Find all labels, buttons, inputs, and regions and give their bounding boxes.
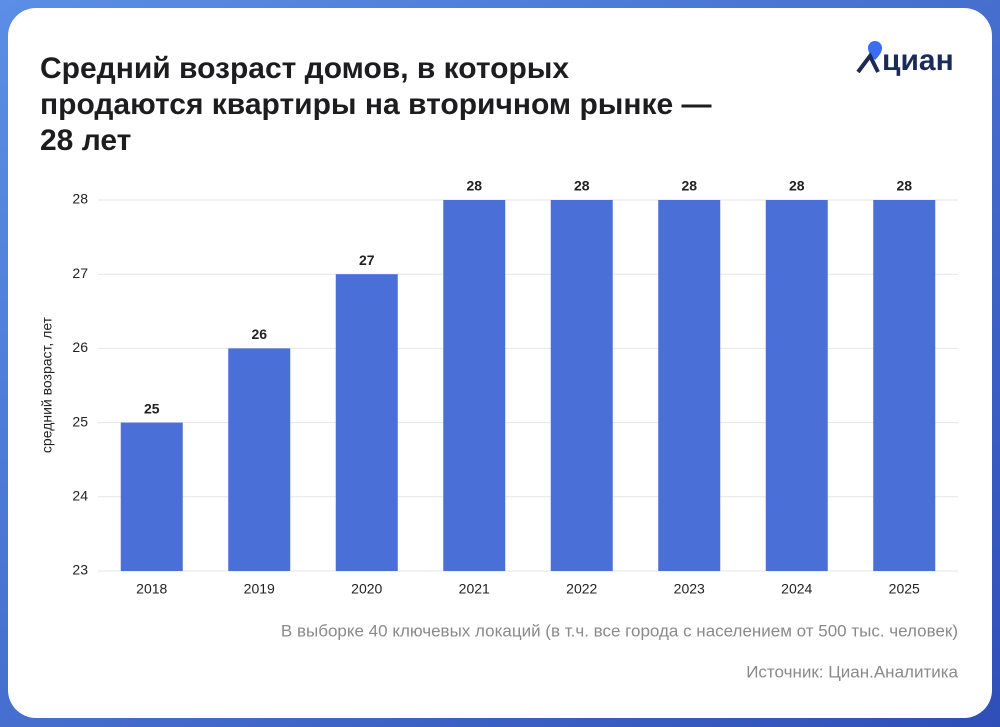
x-tick-label: 2022 xyxy=(566,581,597,597)
y-tick-label: 27 xyxy=(72,265,88,281)
logo-mark xyxy=(856,52,880,74)
x-tick-label: 2024 xyxy=(781,581,812,597)
bar xyxy=(658,200,721,571)
chart-title: Средний возраст домов, в которых xyxy=(40,52,569,85)
value-label: 27 xyxy=(359,252,375,268)
x-tick-label: 2020 xyxy=(351,581,382,597)
y-tick-label: 26 xyxy=(72,339,88,355)
x-tick-label: 2025 xyxy=(889,581,920,597)
y-tick-label: 25 xyxy=(72,413,88,429)
x-tick-label: 2021 xyxy=(459,581,490,597)
chart-title: 28 лет xyxy=(40,124,131,157)
value-label: 28 xyxy=(789,178,805,194)
value-label: 25 xyxy=(144,400,160,416)
bar xyxy=(228,348,291,571)
chart-title: продаются квартиры на вторичном рынке — xyxy=(40,88,712,121)
bar xyxy=(873,200,936,571)
bar xyxy=(335,274,398,571)
value-label: 28 xyxy=(574,178,590,194)
y-axis-label: средний возраст, лет xyxy=(39,316,55,453)
y-tick-label: 28 xyxy=(72,191,88,207)
y-tick-label: 24 xyxy=(72,488,88,504)
source: Источник: Циан.Аналитика xyxy=(746,662,958,681)
x-tick-label: 2023 xyxy=(674,581,705,597)
bar xyxy=(550,200,613,571)
logo: циан xyxy=(856,41,954,77)
note: В выборке 40 ключевых локаций (в т.ч. вс… xyxy=(281,621,958,640)
value-label: 28 xyxy=(466,178,482,194)
value-label: 28 xyxy=(896,178,912,194)
x-tick-label: 2019 xyxy=(244,581,275,597)
bar xyxy=(120,422,183,571)
bar xyxy=(765,200,828,571)
x-tick-label: 2018 xyxy=(136,581,167,597)
y-tick-label: 23 xyxy=(72,562,88,578)
value-label: 26 xyxy=(251,326,267,342)
bar xyxy=(443,200,506,571)
logo-text: циан xyxy=(882,44,954,77)
value-label: 28 xyxy=(681,178,697,194)
